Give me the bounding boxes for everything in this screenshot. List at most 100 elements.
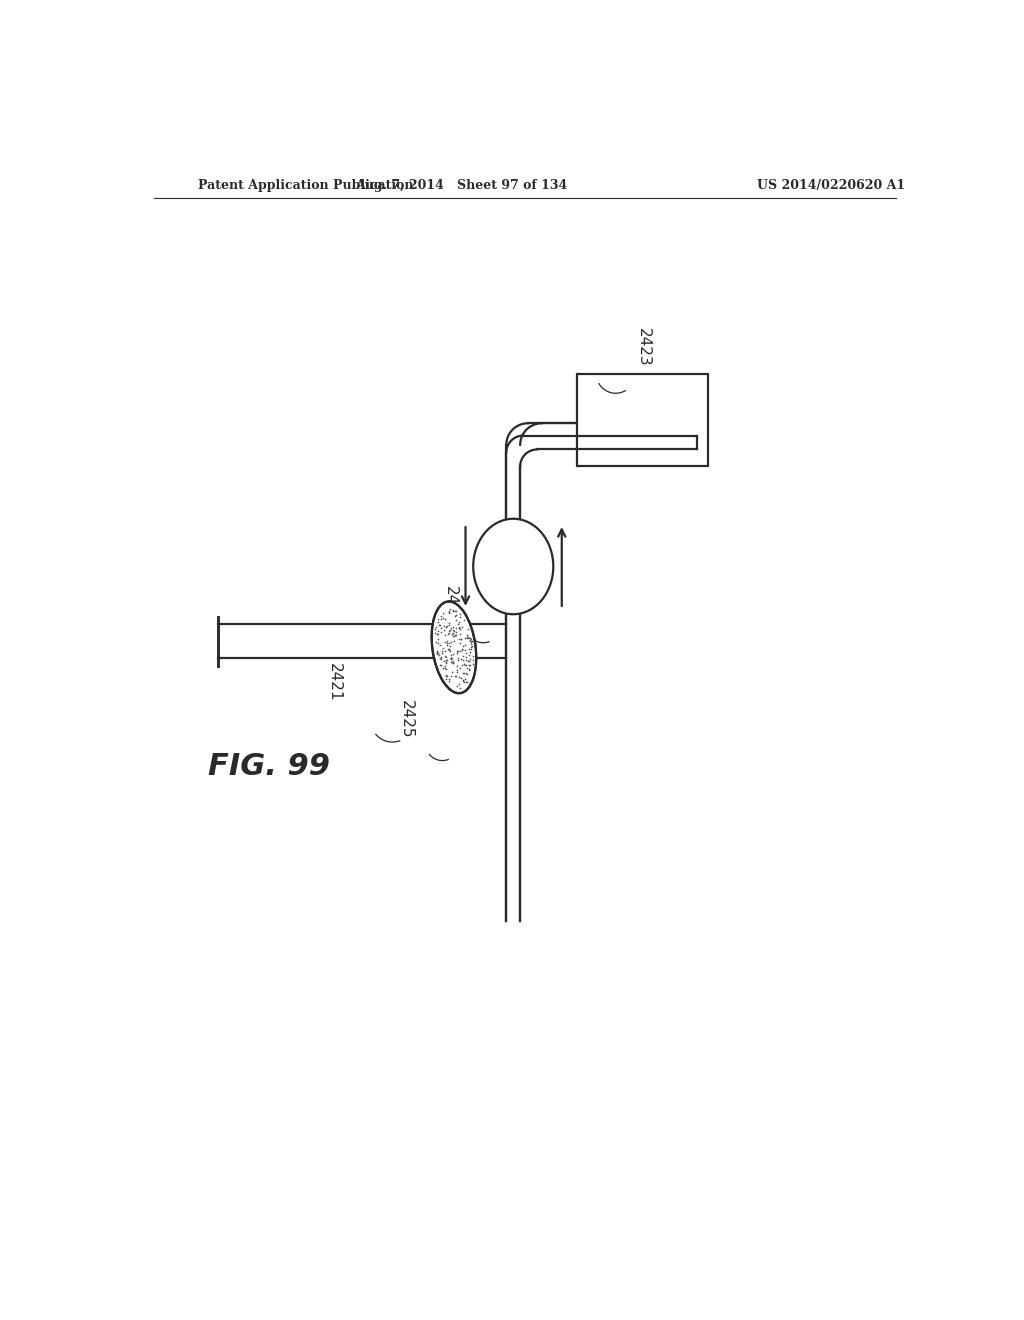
- Point: [454, 616, 470, 638]
- Point: [429, 640, 445, 661]
- Point: [444, 623, 461, 644]
- Point: [451, 618, 467, 639]
- Point: [465, 653, 481, 675]
- Text: US 2014/0220620 A1: US 2014/0220620 A1: [757, 178, 905, 191]
- Point: [452, 603, 468, 624]
- Point: [442, 644, 459, 665]
- Point: [436, 631, 453, 652]
- Point: [444, 601, 461, 622]
- Point: [459, 672, 475, 693]
- Point: [439, 623, 456, 644]
- Point: [459, 628, 475, 649]
- Point: [463, 639, 479, 660]
- Point: [462, 642, 478, 663]
- Point: [444, 651, 461, 672]
- Point: [438, 635, 455, 656]
- Point: [437, 659, 454, 680]
- Ellipse shape: [473, 519, 553, 614]
- Point: [432, 615, 449, 636]
- Point: [457, 663, 473, 684]
- Point: [438, 665, 455, 686]
- Point: [441, 640, 458, 661]
- Point: [454, 655, 470, 676]
- Point: [458, 649, 474, 671]
- Point: [465, 649, 481, 671]
- Point: [450, 655, 466, 676]
- Point: [464, 635, 480, 656]
- Point: [462, 648, 478, 669]
- Point: [450, 649, 466, 671]
- Point: [449, 620, 465, 642]
- Point: [438, 647, 455, 668]
- Point: [442, 651, 459, 672]
- Point: [441, 639, 458, 660]
- Point: [458, 672, 474, 693]
- Point: [436, 651, 453, 672]
- Point: [452, 673, 468, 694]
- Point: [451, 616, 467, 638]
- Point: [459, 626, 475, 647]
- Point: [449, 624, 465, 645]
- Point: [438, 631, 455, 652]
- Point: [435, 615, 452, 636]
- Point: [429, 623, 445, 644]
- Point: [447, 601, 464, 622]
- Point: [453, 668, 469, 689]
- Point: [458, 645, 474, 667]
- Point: [438, 616, 455, 638]
- Point: [446, 605, 463, 626]
- Point: [440, 639, 457, 660]
- Point: [461, 660, 477, 681]
- Point: [463, 634, 479, 655]
- Point: [444, 661, 461, 682]
- Point: [433, 618, 450, 639]
- Text: Patent Application Publication: Patent Application Publication: [199, 178, 414, 191]
- Point: [462, 627, 478, 648]
- Point: [437, 656, 454, 677]
- Point: [463, 628, 479, 649]
- Point: [442, 648, 459, 669]
- Point: [460, 627, 476, 648]
- Point: [444, 619, 461, 640]
- Point: [459, 663, 475, 684]
- Point: [445, 620, 462, 642]
- Point: [455, 649, 471, 671]
- Point: [458, 635, 474, 656]
- Point: [453, 657, 469, 678]
- Point: [441, 612, 458, 634]
- Point: [456, 672, 472, 693]
- Point: [429, 642, 445, 663]
- Point: [449, 676, 465, 697]
- Point: [440, 622, 457, 643]
- Point: [441, 598, 458, 619]
- Point: [437, 624, 454, 645]
- Point: [431, 635, 447, 656]
- Point: [438, 649, 455, 671]
- Point: [443, 623, 460, 644]
- Point: [447, 610, 464, 631]
- Point: [462, 655, 478, 676]
- Point: [441, 639, 458, 660]
- Point: [446, 665, 463, 686]
- Point: [463, 638, 479, 659]
- Point: [449, 616, 465, 638]
- Point: [443, 618, 460, 639]
- Text: 2427: 2427: [442, 586, 458, 624]
- Point: [449, 601, 465, 622]
- Point: [452, 640, 468, 661]
- Point: [445, 652, 462, 673]
- Point: [459, 664, 475, 685]
- Point: [442, 665, 459, 686]
- Point: [437, 664, 454, 685]
- Point: [440, 601, 457, 622]
- Point: [433, 622, 450, 643]
- Point: [441, 602, 458, 623]
- Point: [452, 624, 468, 645]
- Point: [442, 647, 459, 668]
- Point: [430, 612, 446, 634]
- Point: [460, 657, 476, 678]
- Bar: [578, 374, 708, 466]
- Point: [442, 648, 459, 669]
- Point: [452, 618, 468, 639]
- Point: [442, 619, 459, 640]
